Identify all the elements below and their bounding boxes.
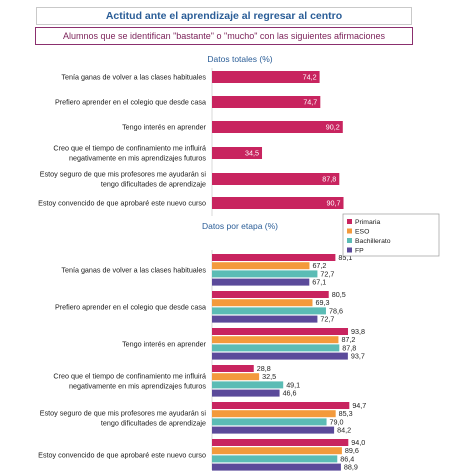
stage-data-label: 86,4 — [340, 454, 354, 463]
stage-bar-eso — [212, 410, 336, 418]
stage-category-label: tengo dificultades de aprendizaje — [101, 418, 206, 427]
stage-bar-fp — [212, 352, 348, 360]
chart-title: Actitud ante el aprendizaje al regresar … — [105, 10, 343, 22]
totals-data-label: 90,7 — [327, 199, 341, 208]
stage-data-label: 89,6 — [345, 446, 359, 455]
chart-title-box: Actitud ante el aprendizaje al regresar … — [36, 7, 412, 25]
totals-data-label: 74,2 — [303, 73, 317, 82]
stage-bar-bachillerato — [212, 270, 318, 278]
stage-data-label: 72,7 — [320, 315, 334, 324]
stage-category-label: negativamente en mis aprendizajes futuro… — [69, 381, 206, 390]
stage-data-label: 87,2 — [341, 335, 355, 344]
stage-bar-eso — [212, 373, 260, 381]
stage-bar-eso — [212, 447, 342, 455]
stage-bar-eso — [212, 299, 313, 307]
stage-chart-title: Datos por etapa (%) — [202, 221, 278, 231]
totals-data-label: 74,7 — [303, 98, 317, 107]
stage-bar-eso — [212, 262, 310, 270]
stage-data-label: 93,7 — [351, 352, 365, 361]
stage-bar-primaria — [212, 291, 329, 298]
totals-data-label: 34,5 — [245, 149, 259, 158]
legend-label-eso: ESO — [355, 228, 369, 235]
stage-category-label: Estoy convencido de que aprobaré este nu… — [38, 450, 206, 459]
stage-bar-fp — [212, 315, 318, 323]
stage-data-label: 49,1 — [286, 380, 300, 389]
stage-data-label: 88,9 — [344, 463, 358, 472]
stage-data-label: 84,2 — [337, 426, 351, 435]
legend-swatch-primaria — [347, 219, 352, 224]
stage-category-label: Estoy seguro de que mis profesores me ay… — [40, 408, 207, 417]
stage-data-label: 69,3 — [315, 298, 329, 307]
totals-category-label: Tengo interés en aprender — [122, 123, 207, 132]
stage-data-label: 79,0 — [330, 417, 344, 426]
stage-data-label: 94,7 — [352, 401, 366, 410]
legend-label-primaria: Primaria — [355, 219, 381, 226]
legend-swatch-bachillerato — [347, 238, 352, 243]
totals-bar — [212, 121, 343, 133]
chart-subtitle: Alumnos que se identifican "bastante" o … — [63, 31, 385, 41]
totals-bar — [212, 197, 344, 209]
totals-category-label: Tenía ganas de volver a las clases habit… — [61, 73, 206, 82]
totals-category-label: Creo que el tiempo de confinamiento me i… — [53, 144, 206, 153]
totals-category-label: Estoy seguro de que mis profesores me ay… — [40, 170, 207, 179]
totals-data-label: 87,8 — [322, 175, 336, 184]
totals-bar — [212, 147, 263, 159]
stage-data-label: 67,2 — [312, 261, 326, 270]
legend-label-bachillerato: Bachillerato — [355, 238, 391, 245]
stage-bar-fp — [212, 278, 310, 286]
stage-data-label: 93,8 — [351, 327, 365, 336]
totals-bar — [212, 96, 321, 108]
legend-label-fp: FP — [355, 247, 364, 254]
stage-category-label: Creo que el tiempo de confinamiento me i… — [53, 371, 206, 380]
stage-bar-primaria — [212, 439, 349, 446]
stage-data-label: 28,8 — [257, 364, 271, 373]
stage-data-label: 94,0 — [351, 438, 365, 447]
stage-data-label: 32,5 — [262, 372, 276, 381]
stage-bar-eso — [212, 336, 339, 344]
chart-subtitle-box: Alumnos que se identifican "bastante" o … — [35, 27, 413, 45]
totals-bar — [212, 71, 320, 83]
totals-category-label: negativamente en mis aprendizajes futuro… — [69, 154, 206, 163]
stage-data-label: 72,7 — [320, 269, 334, 278]
stage-data-label: 85,3 — [339, 409, 353, 418]
stage-bar-primaria — [212, 328, 349, 335]
legend-box — [342, 213, 440, 257]
stage-category-label: Prefiero aprender en el colegio que desd… — [55, 302, 206, 311]
stage-bar-fp — [212, 389, 280, 397]
legend-swatch-eso — [347, 228, 352, 234]
stage-data-label: 78,6 — [329, 306, 343, 315]
legend-swatch-fp — [347, 247, 352, 253]
stage-data-label: 80,5 — [332, 290, 346, 299]
stage-data-label: 67,1 — [312, 278, 326, 287]
stage-data-label: 87,8 — [342, 343, 356, 352]
stage-bar-primaria — [212, 365, 254, 372]
totals-chart-title: Datos totales (%) — [207, 54, 272, 64]
stage-data-label: 46,6 — [283, 389, 297, 398]
stage-bar-bachillerato — [212, 418, 327, 426]
stage-bar-primaria — [212, 254, 336, 261]
totals-category-label: Estoy convencido de que aprobaré este nu… — [38, 199, 206, 208]
stage-data-label: 85,1 — [338, 253, 352, 262]
stage-bar-bachillerato — [212, 381, 284, 389]
stage-bar-bachillerato — [212, 455, 338, 463]
stage-category-label: Tengo interés en aprender — [122, 339, 207, 348]
totals-category-label: tengo dificultades de aprendizaje — [101, 180, 206, 189]
stage-category-label: Tenía ganas de volver a las clases habit… — [61, 265, 206, 274]
stage-bar-primaria — [212, 402, 350, 409]
totals-category-label: Prefiero aprender en el colegio que desd… — [55, 98, 206, 107]
stage-bar-bachillerato — [212, 307, 326, 315]
totals-bar — [212, 173, 340, 185]
totals-data-label: 90,2 — [326, 123, 340, 132]
stage-bar-bachillerato — [212, 344, 340, 352]
stage-bar-fp — [212, 463, 341, 471]
stage-bar-fp — [212, 426, 335, 434]
